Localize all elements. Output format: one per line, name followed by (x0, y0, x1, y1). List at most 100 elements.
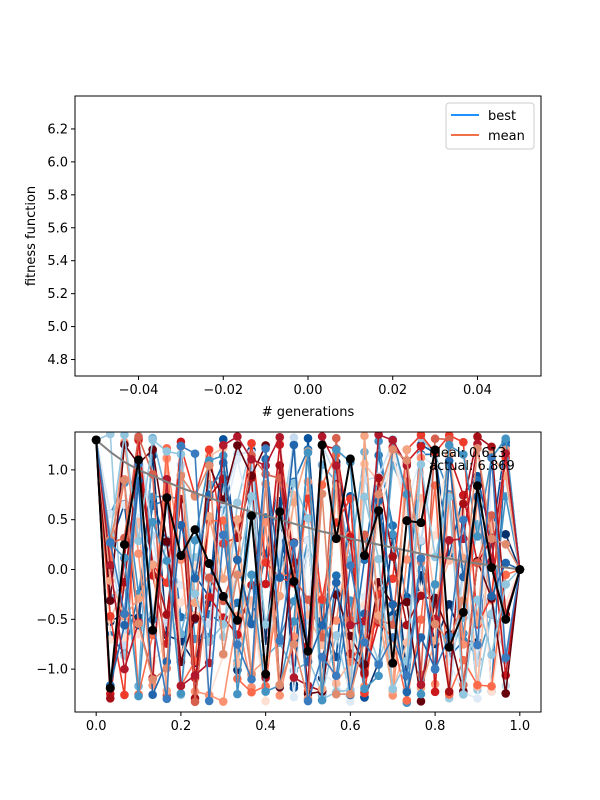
bottom-y-tick-label: −1.0 (36, 663, 68, 678)
population-path-point (162, 556, 172, 566)
top-x-tick-label: 0.00 (294, 383, 323, 398)
population-path-point (416, 680, 426, 689)
population-path-point (247, 455, 256, 464)
best-path-point (176, 551, 186, 561)
top-y-ticks: 4.8 5.0 5.2 5.4 5.6 5.8 6.0 6.2 (47, 122, 75, 368)
best-path-point (247, 511, 257, 521)
top-y-tick-label: 5.2 (47, 287, 68, 302)
population-path-point (416, 615, 426, 624)
population-path-point (402, 687, 412, 697)
population-path-point (402, 456, 412, 465)
ideal-curve (95, 439, 520, 571)
population-path-point (459, 499, 468, 509)
population-path-point (162, 537, 172, 546)
bottom-x-tick-label: 0.0 (86, 719, 107, 734)
population-path-point (247, 570, 256, 580)
bottom-x-ticks: 0.0 0.2 0.4 0.6 0.8 1.0 (86, 712, 530, 734)
population-path-point (388, 600, 398, 609)
population-path-point (346, 697, 355, 706)
population-path-point (346, 631, 355, 641)
best-path-point (374, 506, 384, 516)
best-path-point (289, 576, 299, 586)
population-path-point (473, 680, 482, 690)
population-path-point (289, 683, 299, 693)
population-path-point (233, 498, 242, 507)
population-path-point (247, 438, 256, 448)
population-path-point (388, 684, 398, 694)
population-path-point (487, 442, 496, 452)
best-path-point (388, 658, 398, 668)
bottom-y-tick-label: 1.0 (47, 463, 68, 478)
population-path-point (120, 690, 129, 700)
population-path-point (275, 432, 285, 442)
population-path-point (134, 619, 143, 628)
population-path-point (148, 690, 157, 700)
population-path-point (374, 660, 383, 670)
population-path-point (261, 687, 270, 696)
population-path-point (487, 511, 496, 520)
bottom-x-tick-label: 0.2 (171, 719, 192, 734)
ideal-curve-layer (95, 439, 520, 571)
population-path-point (289, 538, 299, 548)
population-path-point (331, 445, 341, 454)
population-path-point (176, 441, 186, 451)
population-path-point (360, 432, 369, 441)
population-path-point (261, 696, 270, 706)
population-path-point (444, 456, 454, 466)
population-path-point (487, 650, 496, 660)
population-path-point (233, 455, 242, 464)
population-path-point (120, 553, 129, 563)
population-path-point (374, 432, 383, 439)
best-path-point (162, 493, 172, 503)
best-path-point (416, 518, 426, 528)
population-path-point (275, 691, 285, 700)
population-path-point (317, 432, 327, 441)
population-path-point (261, 444, 270, 453)
top-x-tick-label: −0.02 (203, 383, 243, 398)
population-path-point (105, 560, 115, 570)
top-y-tick-label: 5.6 (47, 221, 68, 236)
best-path-point (487, 563, 497, 573)
population-path-point (233, 570, 242, 580)
top-y-tick-label: 4.8 (47, 353, 68, 368)
population-path-point (416, 554, 426, 563)
population-path-point (275, 591, 285, 601)
population-path-point (148, 445, 157, 454)
population-path-point (459, 515, 468, 525)
population-path-point (233, 515, 242, 524)
best-path-point (402, 516, 412, 526)
population-path-point (430, 434, 440, 444)
population-path-point (331, 481, 341, 491)
population-path-point (360, 684, 369, 694)
population-path-point (261, 469, 270, 479)
population-path-point (374, 671, 383, 681)
bottom-y-tick-label: −0.5 (36, 613, 68, 628)
population-path-point (388, 530, 398, 539)
top-y-tick-label: 5.8 (47, 188, 68, 203)
population-path-point (233, 555, 242, 565)
population-path-point (473, 694, 482, 703)
population-path-point (416, 696, 426, 706)
population-path-point (430, 580, 440, 589)
population-path-point (289, 692, 299, 702)
best-path-point (444, 642, 454, 652)
population-paths-layer (91, 432, 525, 707)
best-path-point (331, 534, 341, 544)
population-path-point (303, 513, 313, 523)
population-path-point (218, 530, 228, 540)
population-path-point (105, 432, 115, 439)
bottom-y-ticks: −1.0 −0.5 0.0 0.5 1.0 (36, 463, 75, 678)
population-path-point (120, 475, 129, 485)
population-path-point (120, 664, 129, 674)
bottom-y-tick-label: 0.0 (47, 563, 68, 578)
top-y-tick-label: 5.0 (47, 320, 68, 335)
best-path-point (430, 445, 440, 455)
population-path-point (501, 540, 511, 549)
population-path-point (134, 691, 143, 701)
population-path-point (218, 697, 228, 706)
highlight-path-layer (91, 435, 525, 693)
population-path-point (501, 580, 511, 589)
population-path-point (261, 579, 270, 589)
population-path-point (134, 549, 143, 558)
population-path-point (190, 589, 200, 599)
